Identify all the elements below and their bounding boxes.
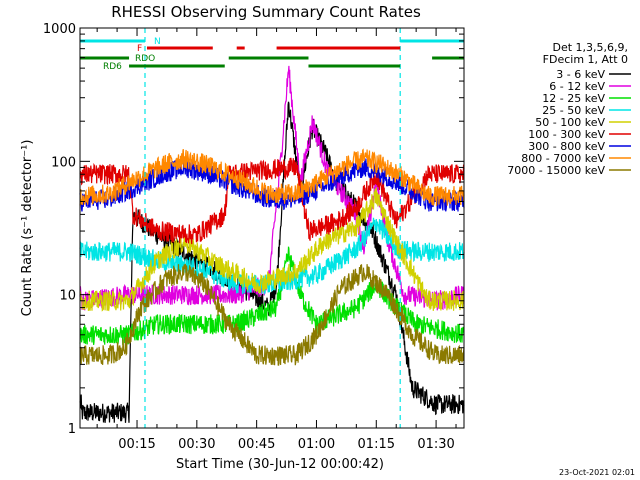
legend-entry-0: 3 - 6 keV (556, 68, 605, 81)
vertical-markers (144, 28, 401, 428)
y-tick-label-0: 1 (68, 422, 76, 437)
flag-label-f: F (137, 44, 142, 54)
y-tick-label-1: 10 (59, 289, 76, 304)
series-line-1 (79, 65, 465, 311)
footer-timestamp: 23-Oct-2021 02:01 (559, 468, 635, 477)
legend-entry-5: 100 - 300 keV (528, 128, 605, 141)
series-line-8 (79, 263, 465, 366)
series-layer (79, 65, 465, 423)
legend-entry-7: 800 - 7000 keV (521, 152, 605, 165)
x-tick-label-2: 00:45 (238, 437, 275, 452)
x-tick-label-1: 00:30 (178, 437, 215, 452)
x-tick-label-0: 00:15 (118, 437, 155, 452)
legend-entry-1: 6 - 12 keV (549, 80, 605, 93)
flag-label-n: N (154, 37, 161, 47)
x-tick-label-4: 01:15 (358, 437, 395, 452)
flag-label-rd6: RD6 (103, 62, 122, 72)
y-tick-label-2: 100 (51, 155, 76, 170)
series-line-7 (79, 148, 465, 207)
legend: Det 1,3,5,6,9,FDecim 1, Att 0 3 - 6 keV6 … (507, 41, 631, 177)
legend-title-line-0: Det 1,3,5,6,9, (552, 41, 628, 54)
flag-label-rdo: RDO (135, 54, 155, 64)
legend-entry-3: 25 - 50 keV (542, 104, 605, 117)
legend-entry-4: 50 - 100 keV (535, 116, 605, 129)
x-axis-label: Start Time (30-Jun-12 00:00:42) (176, 457, 384, 472)
legend-title-line-1: FDecim 1, Att 0 (543, 53, 628, 66)
x-tick-label-3: 01:00 (298, 437, 335, 452)
plot-frame (79, 27, 465, 429)
legend-entry-8: 7000 - 15000 keV (507, 164, 605, 177)
y-axis-label: Count Rate (s⁻¹ detector⁻¹) (20, 140, 35, 317)
chart-title: RHESSI Observing Summary Count Rates (111, 3, 421, 21)
legend-entry-2: 12 - 25 keV (542, 92, 605, 105)
legend-entry-6: 300 - 800 keV (528, 140, 605, 153)
axes: 00:15 00:30 00:45 01:00 01:15 01:30 1 10 100 1000 (43, 22, 465, 452)
x-tick-label-5: 01:30 (417, 437, 454, 452)
y-tick-label-3: 1000 (43, 22, 76, 37)
